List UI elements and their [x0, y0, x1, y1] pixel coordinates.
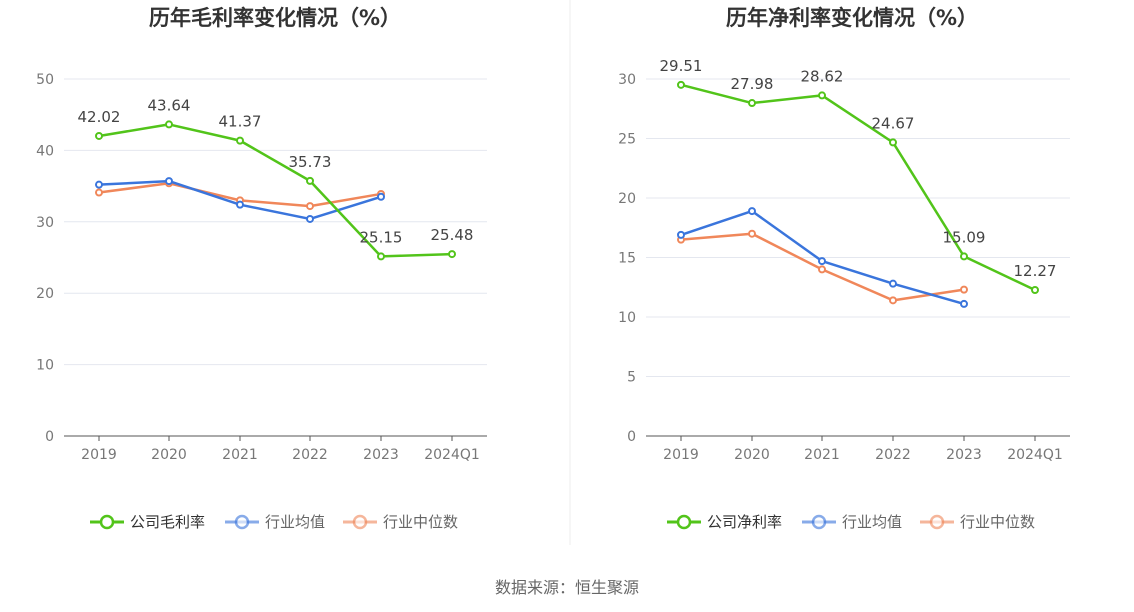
chart1-x-tick-label: 2022 — [292, 447, 328, 463]
chart1-data-label: 25.15 — [360, 228, 403, 246]
chart1-point-median — [95, 188, 103, 197]
chart2-y-tick-label: 0 — [627, 429, 636, 445]
chart2-point-company — [677, 80, 685, 89]
chart2-legend-label-company: 公司净利率 — [707, 513, 782, 531]
chart2-data-label: 12.27 — [1014, 262, 1057, 280]
chart1-point-company — [165, 120, 173, 129]
chart2-y-tick-label: 25 — [618, 132, 636, 148]
chart2-data-label: 28.62 — [801, 67, 844, 85]
chart2-y-tick-label: 30 — [618, 72, 636, 88]
chart1-x-tick-label: 2024Q1 — [424, 447, 480, 463]
chart1-data-label: 25.48 — [431, 226, 474, 244]
chart1-title: 历年毛利率变化情况（%） — [149, 6, 401, 30]
chart2-point-company — [889, 138, 897, 147]
chart2-data-label: 24.67 — [872, 114, 915, 132]
chart1-point-company — [306, 176, 314, 185]
chart2-point-avg — [889, 279, 897, 288]
chart2-point-avg — [677, 230, 685, 239]
chart1-series-line-company — [98, 123, 453, 258]
chart2-point-median — [748, 229, 756, 238]
chart1-y-tick-label: 40 — [36, 143, 54, 159]
chart1-x-tick-label: 2023 — [363, 447, 399, 463]
chart2-series-line-company — [680, 83, 1036, 292]
data-source-note: 数据来源：恒生聚源 — [494, 578, 639, 597]
chart2-y-tick-label: 10 — [618, 310, 636, 326]
chart2-legend-label-median: 行业中位数 — [960, 513, 1035, 531]
chart1-legend-marker-company — [99, 514, 115, 530]
chart2-point-company — [818, 91, 826, 100]
chart1-y-tick-label: 50 — [36, 72, 54, 88]
chart2-x-tick-label: 2021 — [804, 447, 840, 463]
chart2-point-company — [1031, 285, 1039, 294]
chart1-point-avg — [95, 180, 103, 189]
chart1-y-tick-label: 30 — [36, 215, 54, 231]
chart1-x-tick-label: 2021 — [222, 447, 258, 463]
chart2-x-tick-label: 2022 — [875, 447, 911, 463]
chart1-y-tick-label: 0 — [45, 429, 54, 445]
chart2-point-median — [889, 296, 897, 305]
chart1-legend-label-company: 公司毛利率 — [130, 513, 205, 531]
chart2-point-median — [960, 285, 968, 294]
chart1-point-company — [448, 250, 456, 259]
chart1-y-tick-label: 10 — [36, 358, 54, 374]
chart1-point-avg — [165, 177, 173, 186]
chart1-data-label: 42.02 — [78, 108, 121, 126]
chart2-legend-marker-company — [676, 514, 692, 530]
chart2-x-tick-label: 2024Q1 — [1007, 447, 1063, 463]
chart2-data-label: 27.98 — [731, 75, 774, 93]
chart2-point-company — [960, 252, 968, 261]
chart1-legend-label-avg: 行业均值 — [265, 513, 325, 531]
chart1-point-avg — [306, 214, 314, 223]
chart2-y-tick-label: 20 — [618, 191, 636, 207]
chart2-y-tick-label: 15 — [618, 251, 636, 267]
chart1-point-company — [236, 136, 244, 145]
chart1-legend-marker-median — [352, 514, 368, 530]
chart2-point-avg — [818, 257, 826, 266]
chart2-legend-marker-median — [929, 514, 945, 530]
chart2-x-tick-label: 2023 — [946, 447, 982, 463]
chart1-point-avg — [236, 200, 244, 209]
chart2-x-tick-label: 2020 — [734, 447, 770, 463]
chart1-data-label: 35.73 — [289, 153, 332, 171]
chart2-point-company — [748, 99, 756, 108]
chart1-point-company — [377, 252, 385, 261]
chart2-point-avg — [960, 299, 968, 308]
chart2-point-median — [818, 265, 826, 274]
chart1-y-tick-label: 20 — [36, 286, 54, 302]
chart1-data-label: 41.37 — [219, 113, 262, 131]
chart2-legend-marker-avg — [811, 514, 827, 530]
chart2-legend-label-avg: 行业均值 — [842, 513, 902, 531]
chart1-x-tick-label: 2019 — [81, 447, 117, 463]
chart2-title: 历年净利率变化情况（%） — [726, 6, 978, 30]
chart2-data-label: 15.09 — [943, 228, 986, 246]
chart1-point-median — [306, 202, 314, 211]
chart1-x-tick-label: 2020 — [151, 447, 187, 463]
chart2-y-tick-label: 5 — [627, 370, 636, 386]
chart2-data-label: 29.51 — [660, 57, 703, 75]
chart1-point-company — [95, 131, 103, 140]
chart1-legend-label-median: 行业中位数 — [383, 513, 458, 531]
chart2-x-tick-label: 2019 — [663, 447, 699, 463]
chart1-point-avg — [377, 192, 385, 201]
chart1-data-label: 43.64 — [148, 96, 191, 114]
chart2-point-avg — [748, 207, 756, 216]
chart1-legend-marker-avg — [234, 514, 250, 530]
